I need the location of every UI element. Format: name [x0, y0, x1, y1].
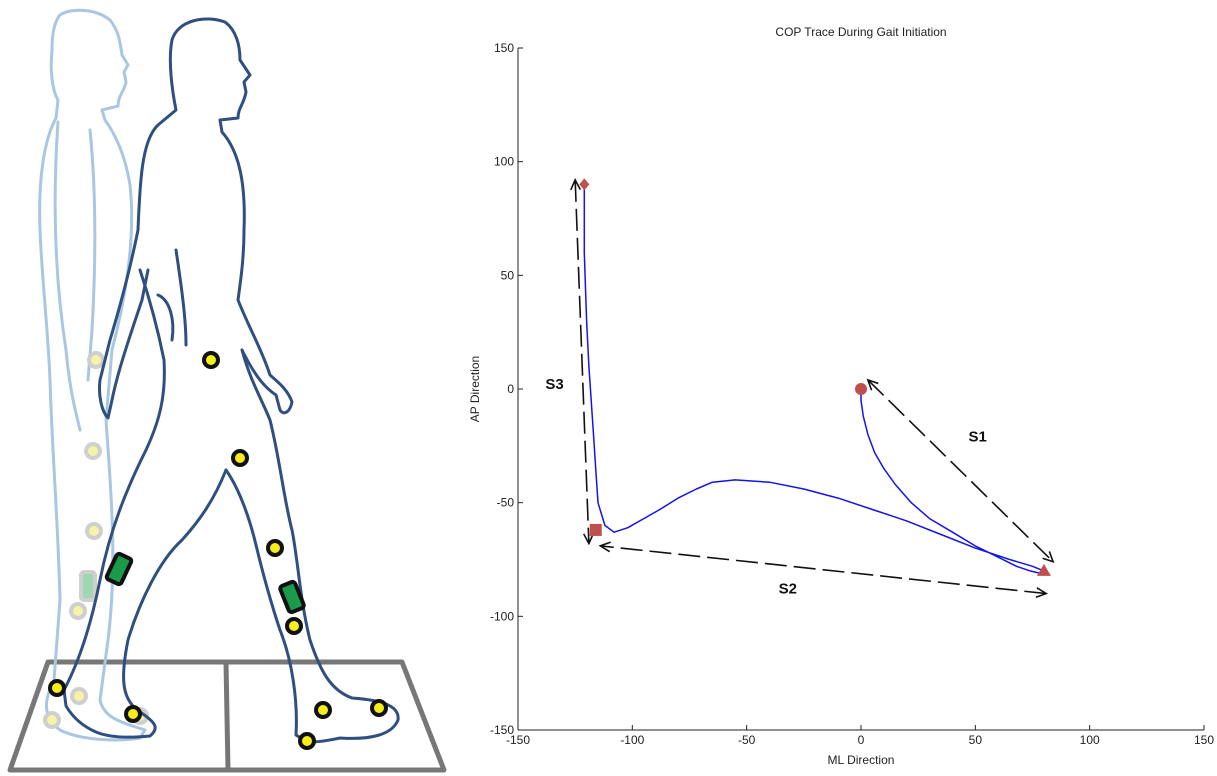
- start-marker-circle: [855, 383, 867, 395]
- x-axis-title: ML Direction: [828, 753, 895, 767]
- walking-figure-icon: [62, 17, 400, 744]
- ghost-figure-icon: [38, 8, 147, 742]
- annotations: S1 S2 S3: [545, 178, 1055, 599]
- marker-heel-front: [298, 732, 316, 750]
- y-tick-label: -50: [497, 496, 515, 510]
- ghost-marker: [87, 351, 105, 369]
- marker-triangle: [1036, 563, 1051, 576]
- x-tick-label: 150: [1194, 733, 1214, 747]
- x-ticks: -150 -100 -50 0 50 100 150: [506, 725, 1214, 747]
- cop-chart: COP Trace During Gait Initiation -150 -10…: [468, 25, 1214, 767]
- force-plate-icon: [7, 659, 447, 773]
- ghost-marker: [85, 522, 103, 540]
- marker-square: [589, 523, 602, 536]
- y-tick-label: -100: [490, 609, 514, 623]
- y-tick-label: 50: [501, 268, 515, 282]
- marker-pelvis: [202, 351, 220, 369]
- marker-toe-back: [124, 705, 142, 723]
- x-tick-label: -50: [738, 733, 756, 747]
- imu-sensors: [104, 551, 306, 615]
- y-axis-title: AP Direction: [468, 356, 482, 422]
- chart-title: COP Trace During Gait Initiation: [775, 25, 946, 39]
- x-tick-label: 0: [858, 733, 865, 747]
- segment-label-s3: S3: [545, 376, 563, 393]
- segment-label-s1: S1: [968, 428, 986, 445]
- segment-label-s2: S2: [779, 581, 797, 598]
- arrow-head: [1035, 587, 1049, 599]
- cop-trace-line: [583, 184, 1045, 574]
- segment-arrow-s3: [574, 179, 590, 544]
- marker-knee: [266, 539, 284, 557]
- arrow-head: [570, 178, 582, 191]
- segment-arrow-s1: [867, 379, 1054, 563]
- x-tick-label: 50: [969, 733, 983, 747]
- arrow-head: [598, 541, 611, 553]
- markers: [579, 178, 1051, 576]
- x-tick-label: -100: [620, 733, 644, 747]
- ghost-marker: [69, 602, 87, 620]
- y-tick-label: 0: [507, 382, 514, 396]
- ghost-marker: [43, 711, 61, 729]
- marker-shank: [285, 617, 303, 635]
- y-tick-label: 150: [494, 41, 514, 55]
- y-tick-label: 100: [494, 155, 514, 169]
- body-markers: [48, 351, 388, 750]
- y-tick-label: -150: [490, 723, 514, 737]
- sensor-icon: [278, 579, 306, 615]
- sensor-icon: [104, 551, 134, 587]
- walking-figure-illustration: [7, 8, 447, 773]
- marker-heel-back: [48, 679, 66, 697]
- marker-toe-front: [370, 699, 388, 717]
- segment-arrow-s2: [600, 545, 1047, 595]
- series: [583, 184, 1045, 574]
- x-tick-label: -150: [506, 733, 530, 747]
- ghost-marker: [84, 442, 102, 460]
- marker-midfoot-front: [314, 701, 332, 719]
- x-tick-label: 100: [1080, 733, 1100, 747]
- marker-thigh: [231, 449, 249, 467]
- y-ticks: -150 -100 -50 0 50 100 150: [490, 41, 523, 737]
- ghost-markers: [43, 351, 149, 729]
- end-marker-diamond: [579, 178, 590, 191]
- arrow-head: [1042, 551, 1055, 564]
- arrow-head: [583, 533, 595, 546]
- ghost-marker: [70, 687, 88, 705]
- ghost-sensor-icon: [79, 570, 97, 602]
- arrow-head: [866, 378, 879, 391]
